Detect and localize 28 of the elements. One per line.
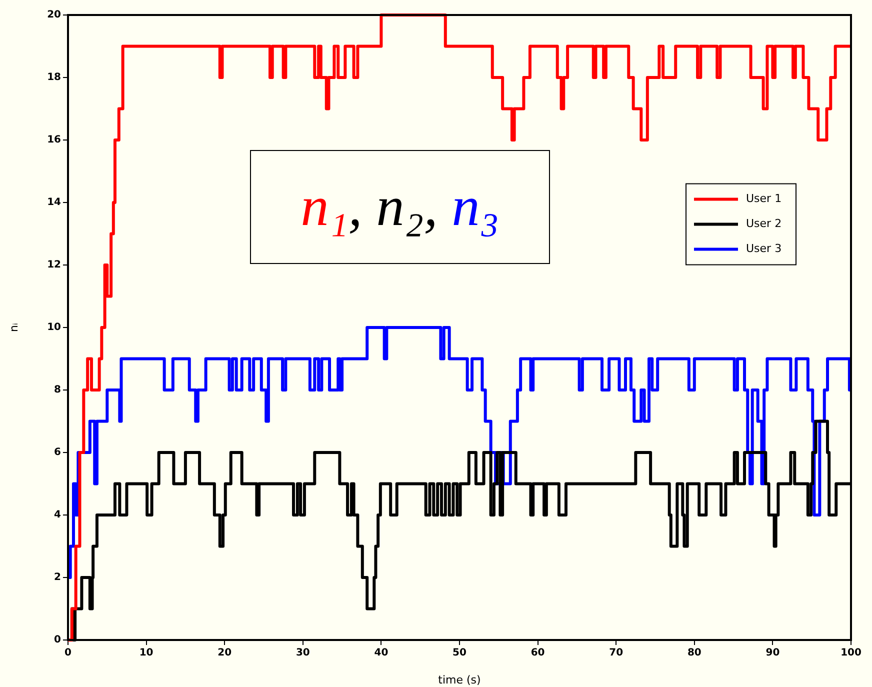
x-tick-label: 30 [296, 648, 310, 659]
x-tick-label: 10 [139, 648, 154, 659]
y-tick-label: 12 [47, 260, 62, 271]
y-tick-label: 18 [47, 72, 62, 84]
x-tick-label: 20 [218, 648, 232, 659]
annotation: n₁, n₂, n₃ [300, 175, 500, 239]
x-tick-label: 100 [840, 648, 862, 659]
x-tick-label: 70 [609, 648, 624, 659]
y-tick-label: 2 [54, 572, 62, 584]
y-tick-label: 6 [54, 447, 62, 458]
legend-label: User 1 [746, 192, 782, 206]
x-tick-label: 0 [64, 648, 72, 659]
y-tick-label: 4 [54, 510, 62, 521]
y-tick-label: 14 [47, 197, 62, 208]
legend-label: User 3 [746, 242, 782, 256]
x-axis-title: time (s) [438, 673, 481, 686]
y-tick-label: 10 [47, 322, 62, 334]
x-tick-label: 40 [374, 648, 388, 659]
y-axis-title: nᵢ [7, 322, 20, 332]
x-tick-label: 50 [452, 648, 466, 659]
y-tick-label: 0 [54, 634, 62, 646]
y-tick-label: 16 [47, 134, 62, 146]
y-tick-label: 20 [47, 10, 62, 21]
x-tick-label: 60 [530, 648, 545, 659]
x-tick-label: 80 [687, 648, 702, 659]
legend-label: User 2 [746, 217, 782, 230]
x-tick-label: 90 [766, 648, 780, 659]
y-tick-label: 8 [54, 384, 62, 396]
